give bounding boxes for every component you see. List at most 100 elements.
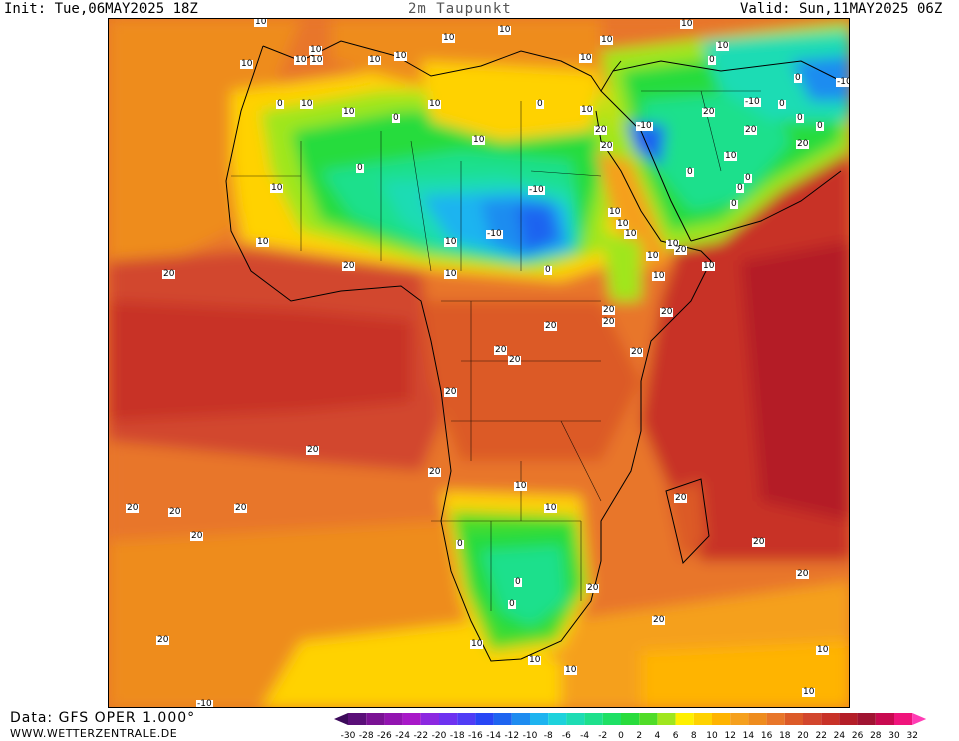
- contour-label: 10: [444, 269, 458, 279]
- colorbar-swatch: [675, 713, 694, 725]
- contour-label: 20: [544, 321, 558, 331]
- contour-label: 0: [744, 173, 752, 183]
- colorbar-tick-label: -30: [341, 731, 356, 741]
- map-title: 2m Taupunkt: [408, 1, 512, 17]
- contour-label: 20: [594, 125, 608, 135]
- contour-label: 20: [602, 305, 616, 315]
- contour-label: 0: [708, 55, 716, 65]
- contour-label: 20: [796, 139, 810, 149]
- contour-label: 20: [444, 387, 458, 397]
- contour-label: 10: [624, 229, 638, 239]
- colorbar-swatch: [803, 713, 822, 725]
- colorbar-swatch: [748, 713, 767, 725]
- contour-label: 10: [514, 481, 528, 491]
- colorbar-tick-label: -26: [377, 731, 392, 741]
- contour-label: 10: [716, 41, 730, 51]
- colorbar-tick-label: -4: [580, 731, 589, 741]
- contour-label: 10: [646, 251, 660, 261]
- contour-label: 10: [702, 261, 716, 271]
- contour-label: 10: [498, 25, 512, 35]
- valid-time: Valid: Sun,11MAY2025 06Z: [740, 1, 943, 17]
- contour-label: 0: [796, 113, 804, 123]
- contour-label: 10: [580, 105, 594, 115]
- contour-label: 0: [392, 113, 400, 123]
- dewpoint-field: [109, 19, 849, 707]
- colorbar-tick-label: -24: [395, 731, 410, 741]
- colorbar-swatch: [912, 713, 927, 725]
- colorbar-swatch: [511, 713, 530, 725]
- contour-label: 20: [168, 507, 182, 517]
- contour-label: 10: [300, 99, 314, 109]
- contour-label: 20: [508, 355, 522, 365]
- contour-label: 0: [730, 199, 738, 209]
- contour-label: 10: [564, 665, 578, 675]
- colorbar-swatch: [457, 713, 476, 725]
- init-time: Init: Tue,06MAY2025 18Z: [4, 1, 198, 17]
- colorbar-tick-label: -8: [544, 731, 553, 741]
- contour-label: 10: [309, 45, 323, 55]
- contour-label: 10: [256, 237, 270, 247]
- contour-label: 20: [586, 583, 600, 593]
- contour-label: 0: [536, 99, 544, 109]
- colorbar-tick-label: 18: [779, 731, 791, 741]
- colorbar-tick-label: -6: [562, 731, 571, 741]
- colorbar-swatch: [712, 713, 731, 725]
- colorbar-tick-label: 24: [834, 731, 846, 741]
- contour-label: 20: [702, 107, 716, 117]
- contour-label: 0: [686, 167, 694, 177]
- contour-label: 10: [472, 135, 486, 145]
- colorbar-tick-label: -22: [413, 731, 428, 741]
- contour-label: 20: [602, 317, 616, 327]
- contour-label: 20: [234, 503, 248, 513]
- colorbar-swatch: [657, 713, 676, 725]
- contour-label: 0: [276, 99, 284, 109]
- colorbar-tick-label: 20: [797, 731, 809, 741]
- colorbar-swatch: [334, 713, 348, 725]
- contour-label: 10: [544, 503, 558, 513]
- contour-label: 10: [254, 18, 268, 27]
- contour-label: 10: [442, 33, 456, 43]
- colorbar-tick-label: 4: [655, 731, 661, 741]
- contour-label: 20: [126, 503, 140, 513]
- contour-label: 0: [778, 99, 786, 109]
- contour-label: 10: [342, 107, 356, 117]
- colorbar-swatch: [602, 713, 621, 725]
- colorbar-tick-label: 10: [706, 731, 718, 741]
- colorbar-tick-label: 2: [636, 731, 642, 741]
- contour-label: 10: [724, 151, 738, 161]
- colorbar-swatch: [566, 713, 585, 725]
- colorbar-swatch: [384, 713, 403, 725]
- contour-label: 0: [514, 577, 522, 587]
- contour-label: 20: [600, 141, 614, 151]
- contour-label: 20: [674, 245, 688, 255]
- colorbar-swatch: [730, 713, 749, 725]
- colorbar-swatch: [639, 713, 658, 725]
- contour-label: 10: [680, 19, 694, 29]
- colorbar-swatch: [875, 713, 894, 725]
- contour-label: 20: [652, 615, 666, 625]
- contour-label: 10: [428, 99, 442, 109]
- colorbar-tick-label: 26: [852, 731, 864, 741]
- colorbar-tick-label: 8: [691, 731, 697, 741]
- contour-label: 20: [306, 445, 320, 455]
- colorbar-tick-label: 14: [743, 731, 755, 741]
- contour-label: 10: [294, 55, 308, 65]
- contour-label: 0: [794, 73, 802, 83]
- contour-label: 10: [528, 655, 542, 665]
- contour-label: 10: [616, 219, 630, 229]
- colorbar-swatch: [348, 713, 367, 725]
- contour-label: -10: [744, 97, 761, 107]
- contour-label: -10: [196, 699, 213, 708]
- colorbar-tick-label: 12: [724, 731, 735, 741]
- dewpoint-map[interactable]: 10 10 10 10 10 10 10 10 10 10 10 10 10 0 10 0 10 10 0 10 0 -1…: [108, 18, 850, 708]
- contour-label: 10: [310, 55, 324, 65]
- colorbar-tick-label: -10: [523, 731, 538, 741]
- colorbar-tick-label: -2: [598, 731, 607, 741]
- contour-label: 0: [456, 539, 464, 549]
- colorbar-tick-label: 0: [618, 731, 624, 741]
- colorbar-swatch: [621, 713, 640, 725]
- contour-label: 10: [444, 237, 458, 247]
- colorbar-swatch: [475, 713, 494, 725]
- contour-label: 10: [394, 51, 408, 61]
- contour-label: -10: [836, 78, 849, 87]
